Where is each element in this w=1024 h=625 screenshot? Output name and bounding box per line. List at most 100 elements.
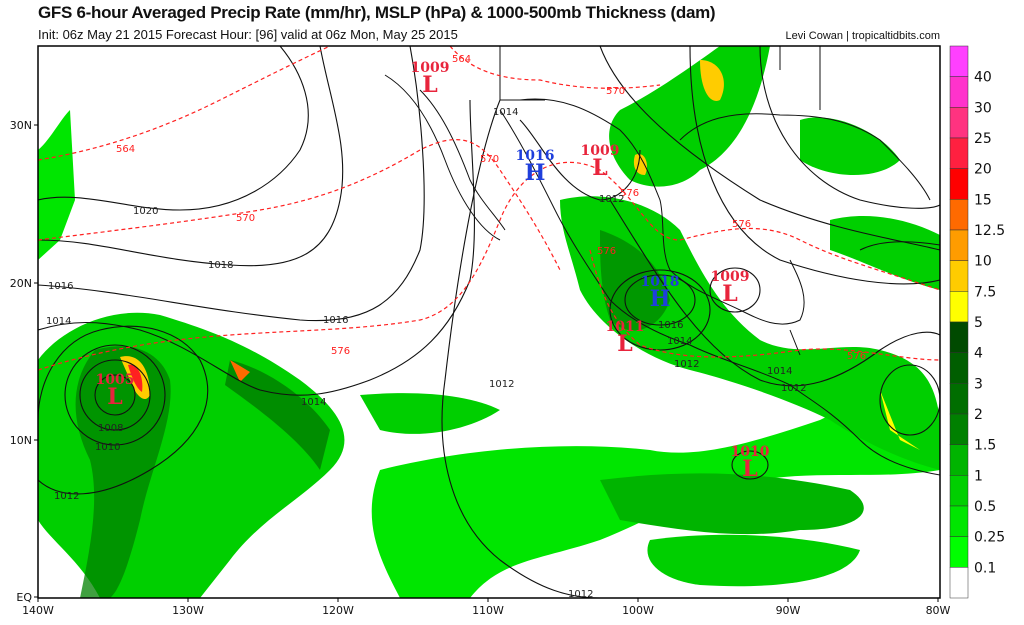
colorbar-swatch bbox=[949, 352, 969, 384]
low-pressure-marker: L bbox=[617, 331, 632, 357]
colorbar-swatch bbox=[949, 137, 969, 169]
colorbar-label: 40 bbox=[974, 70, 992, 86]
lon-label: 110W bbox=[472, 604, 504, 617]
coastlines bbox=[384, 46, 940, 476]
isobar-label: 1012 bbox=[781, 383, 806, 394]
map-subtitle: Init: 06z May 21 2015 Forecast Hour: [96… bbox=[38, 27, 458, 42]
high-pressure-marker: H bbox=[525, 160, 546, 186]
thickness-contours bbox=[38, 46, 940, 371]
colorbar-label: 0.1 bbox=[974, 560, 996, 576]
lon-label: 90W bbox=[776, 604, 801, 617]
thickness-label: 576 bbox=[732, 219, 751, 230]
isobar-label: 1016 bbox=[323, 315, 348, 326]
thickness-label: 570 bbox=[606, 86, 625, 97]
thickness-label: 576 bbox=[597, 246, 616, 257]
isobar-label: 1014 bbox=[667, 336, 692, 347]
low-pressure-marker: L bbox=[722, 281, 737, 307]
colorbar-label: 15 bbox=[974, 192, 992, 208]
thickness-label: 576 bbox=[847, 351, 866, 362]
low-pressure-marker: L bbox=[422, 72, 437, 98]
colorbar-swatch bbox=[949, 199, 969, 231]
colorbar-label: 7.5 bbox=[974, 284, 996, 300]
colorbar-swatch bbox=[949, 168, 969, 200]
low-pressure-marker: L bbox=[107, 384, 122, 410]
pressure-center-value: 1010 bbox=[731, 444, 770, 460]
colorbar-swatch bbox=[949, 229, 969, 261]
colorbar-swatch bbox=[949, 45, 969, 77]
pressure-center-value: 1011 bbox=[606, 319, 645, 335]
pressure-center-value: 1009 bbox=[711, 269, 750, 285]
colorbar-swatch bbox=[949, 536, 969, 568]
colorbar-swatch bbox=[949, 291, 969, 323]
colorbar-swatch bbox=[949, 475, 969, 507]
colorbar-swatch bbox=[949, 321, 969, 353]
map-title: GFS 6-hour Averaged Precip Rate (mm/hr),… bbox=[38, 3, 716, 22]
isobar-label: 1010 bbox=[95, 442, 120, 453]
isobars bbox=[38, 46, 940, 598]
colorbar-label: 1.5 bbox=[974, 438, 996, 454]
isobar-label: 1012 bbox=[568, 589, 593, 600]
colorbar-label: 25 bbox=[974, 131, 992, 147]
pressure-center-value: 1005 bbox=[96, 372, 135, 388]
isobar-label: 1014 bbox=[493, 107, 518, 118]
isobar-label: 1012 bbox=[54, 491, 79, 502]
axis-ticks: 140W 130W 120W 110W 100W 90W 80W 30N 20N 10N EQ bbox=[10, 119, 951, 617]
isobar-label: 1012 bbox=[489, 379, 514, 390]
isobar-label: 1014 bbox=[301, 397, 326, 408]
credit-text: Levi Cowan | tropicaltidbits.com bbox=[785, 30, 940, 42]
thickness-label: 570 bbox=[480, 154, 499, 165]
isobar-label: 1008 bbox=[98, 423, 123, 434]
lat-label: 10N bbox=[10, 434, 32, 447]
map-frame bbox=[37, 45, 941, 599]
isobar-label: 1012 bbox=[674, 359, 699, 370]
thickness-label: 576 bbox=[620, 188, 639, 199]
isobar-labels: 1014 1012 1020 1018 1016 1016 1014 1016 … bbox=[46, 107, 806, 600]
isobar-label: 1012 bbox=[599, 194, 624, 205]
thickness-label: 576 bbox=[331, 346, 350, 357]
low-pressure-marker: L bbox=[742, 456, 757, 482]
colorbar-swatch bbox=[949, 383, 969, 415]
colorbar-swatch bbox=[949, 76, 969, 108]
colorbar-swatch bbox=[949, 260, 969, 292]
thickness-labels: 564 570 564 570 576 570 576 576 576 576 bbox=[116, 54, 866, 362]
isobar-label: 1014 bbox=[46, 316, 71, 327]
lat-label: EQ bbox=[16, 591, 32, 604]
isobar-label: 1020 bbox=[133, 206, 158, 217]
thickness-label: 564 bbox=[116, 144, 135, 155]
pressure-center-value: 1009 bbox=[581, 143, 620, 159]
lon-label: 80W bbox=[926, 604, 951, 617]
low-pressure-marker: L bbox=[592, 155, 607, 181]
lon-label: 140W bbox=[22, 604, 54, 617]
colorbar-label: 0.5 bbox=[974, 499, 996, 515]
colorbar-swatch bbox=[949, 567, 969, 599]
colorbar-label: 30 bbox=[974, 100, 992, 116]
colorbar: 40 30 25 20 15 12.5 10 7.5 5 4 3 2 1.5 1 0.5 0.25 0.1 bbox=[949, 45, 1005, 599]
colorbar-label: 4 bbox=[974, 346, 983, 362]
isobar-label: 1016 bbox=[48, 281, 73, 292]
pressure-center-value: 1018 bbox=[641, 274, 680, 290]
map-plot: 564 570 564 570 576 570 576 576 576 576 … bbox=[38, 46, 940, 600]
isobar-label: 1018 bbox=[208, 260, 233, 271]
lat-label: 20N bbox=[10, 277, 32, 290]
colorbar-label: 12.5 bbox=[974, 223, 1005, 239]
lon-label: 100W bbox=[622, 604, 654, 617]
thickness-label: 564 bbox=[452, 54, 471, 65]
isobar-label: 1014 bbox=[767, 366, 792, 377]
colorbar-label: 2 bbox=[974, 407, 983, 423]
colorbar-label: 0.25 bbox=[974, 530, 1005, 546]
colorbar-label: 10 bbox=[974, 254, 992, 270]
lon-label: 120W bbox=[322, 604, 354, 617]
colorbar-swatch bbox=[949, 107, 969, 139]
lat-label: 30N bbox=[10, 119, 32, 132]
colorbar-label: 3 bbox=[974, 376, 983, 392]
colorbar-label: 20 bbox=[974, 162, 992, 178]
colorbar-swatch bbox=[949, 505, 969, 537]
thickness-label: 570 bbox=[236, 213, 255, 224]
colorbar-swatch bbox=[949, 413, 969, 445]
pressure-center-value: 1016 bbox=[516, 148, 555, 164]
colorbar-label: 1 bbox=[974, 468, 983, 484]
colorbar-label: 5 bbox=[974, 315, 983, 331]
colorbar-swatch bbox=[949, 444, 969, 476]
